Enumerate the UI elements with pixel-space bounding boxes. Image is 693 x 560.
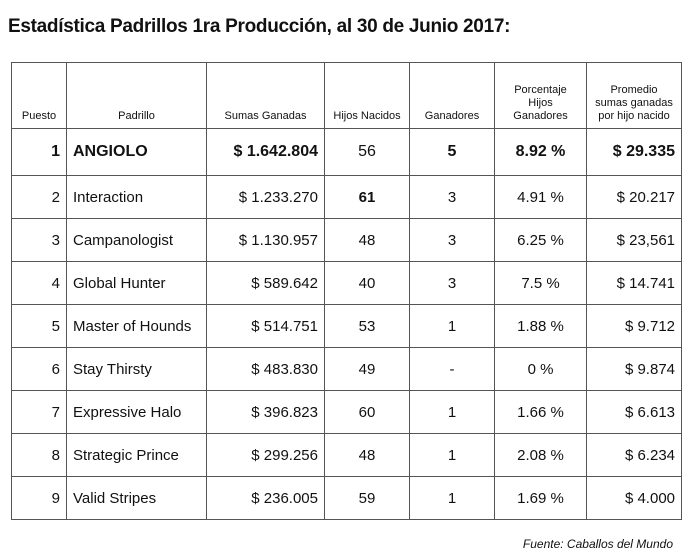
cell-porcentaje: 4.91 %	[494, 175, 587, 219]
cell-puesto: 6	[11, 347, 67, 391]
table-row: 8 Strategic Prince $ 299.256 48 1 2.08 %…	[11, 433, 682, 477]
cell-porcentaje: 1.69 %	[494, 476, 587, 520]
cell-ganadores: 5	[409, 128, 495, 176]
cell-sumas: $ 299.256	[206, 433, 325, 477]
cell-hijos: 56	[324, 128, 410, 176]
source-note: Fuente: Caballos del Mundo	[522, 537, 673, 551]
header-promedio: Promedio sumas ganadas por hijo nacido	[586, 62, 682, 129]
cell-promedio: $ 9.712	[586, 304, 682, 348]
header-porcentaje: Porcentaje Hijos Ganadores	[494, 62, 587, 129]
cell-padrillo: ANGIOLO	[66, 128, 207, 176]
cell-padrillo: Stay Thirsty	[66, 347, 207, 391]
sire-statistics-table: Puesto Padrillo Sumas Ganadas Hijos Naci…	[11, 62, 682, 520]
table-row: 6 Stay Thirsty $ 483.830 49 - 0 % $ 9.87…	[11, 347, 682, 391]
cell-puesto: 5	[11, 304, 67, 348]
cell-porcentaje: 1.66 %	[494, 390, 587, 434]
cell-promedio: $ 29.335	[586, 128, 682, 176]
cell-ganadores: -	[409, 347, 495, 391]
cell-porcentaje: 1.88 %	[494, 304, 587, 348]
cell-sumas: $ 589.642	[206, 261, 325, 305]
cell-promedio: $ 20.217	[586, 175, 682, 219]
cell-promedio: $ 14.741	[586, 261, 682, 305]
cell-ganadores: 3	[409, 218, 495, 262]
cell-promedio: $ 9.874	[586, 347, 682, 391]
cell-hijos: 53	[324, 304, 410, 348]
table-row: 2 Interaction $ 1.233.270 61 3 4.91 % $ …	[11, 175, 682, 219]
cell-ganadores: 3	[409, 261, 495, 305]
cell-puesto: 2	[11, 175, 67, 219]
cell-padrillo: Expressive Halo	[66, 390, 207, 434]
cell-sumas: $ 1.642.804	[206, 128, 325, 176]
cell-hijos: 48	[324, 218, 410, 262]
cell-hijos: 40	[324, 261, 410, 305]
cell-ganadores: 1	[409, 390, 495, 434]
cell-padrillo: Valid Stripes	[66, 476, 207, 520]
page-title: Estadística Padrillos 1ra Producción, al…	[8, 16, 511, 37]
cell-sumas: $ 483.830	[206, 347, 325, 391]
header-puesto: Puesto	[11, 62, 67, 129]
header-sumas: Sumas Ganadas	[206, 62, 325, 129]
cell-puesto: 1	[11, 128, 67, 176]
cell-porcentaje: 6.25 %	[494, 218, 587, 262]
cell-padrillo: Strategic Prince	[66, 433, 207, 477]
cell-padrillo: Master of Hounds	[66, 304, 207, 348]
cell-padrillo: Global Hunter	[66, 261, 207, 305]
table-row: 4 Global Hunter $ 589.642 40 3 7.5 % $ 1…	[11, 261, 682, 305]
cell-porcentaje: 2.08 %	[494, 433, 587, 477]
table-header-row: Puesto Padrillo Sumas Ganadas Hijos Naci…	[11, 62, 682, 129]
cell-hijos: 61	[324, 175, 410, 219]
cell-sumas: $ 396.823	[206, 390, 325, 434]
cell-porcentaje: 0 %	[494, 347, 587, 391]
table-row: 5 Master of Hounds $ 514.751 53 1 1.88 %…	[11, 304, 682, 348]
cell-puesto: 8	[11, 433, 67, 477]
header-ganadores: Ganadores	[409, 62, 495, 129]
table-row: 7 Expressive Halo $ 396.823 60 1 1.66 % …	[11, 390, 682, 434]
cell-sumas: $ 1.233.270	[206, 175, 325, 219]
cell-promedio: $ 23,561	[586, 218, 682, 262]
cell-puesto: 3	[11, 218, 67, 262]
header-hijos: Hijos Nacidos	[324, 62, 410, 129]
cell-ganadores: 3	[409, 175, 495, 219]
cell-padrillo: Campanologist	[66, 218, 207, 262]
cell-promedio: $ 6.234	[586, 433, 682, 477]
cell-ganadores: 1	[409, 304, 495, 348]
cell-ganadores: 1	[409, 433, 495, 477]
cell-promedio: $ 6.613	[586, 390, 682, 434]
cell-puesto: 7	[11, 390, 67, 434]
cell-promedio: $ 4.000	[586, 476, 682, 520]
cell-sumas: $ 514.751	[206, 304, 325, 348]
cell-ganadores: 1	[409, 476, 495, 520]
table-row: 9 Valid Stripes $ 236.005 59 1 1.69 % $ …	[11, 476, 682, 520]
cell-puesto: 9	[11, 476, 67, 520]
cell-padrillo: Interaction	[66, 175, 207, 219]
cell-porcentaje: 7.5 %	[494, 261, 587, 305]
cell-porcentaje: 8.92 %	[494, 128, 587, 176]
table-row: 3 Campanologist $ 1.130.957 48 3 6.25 % …	[11, 218, 682, 262]
cell-hijos: 49	[324, 347, 410, 391]
cell-sumas: $ 1.130.957	[206, 218, 325, 262]
table-row: 1 ANGIOLO $ 1.642.804 56 5 8.92 % $ 29.3…	[11, 128, 682, 176]
cell-hijos: 60	[324, 390, 410, 434]
cell-sumas: $ 236.005	[206, 476, 325, 520]
cell-hijos: 48	[324, 433, 410, 477]
cell-hijos: 59	[324, 476, 410, 520]
cell-puesto: 4	[11, 261, 67, 305]
header-padrillo: Padrillo	[66, 62, 207, 129]
